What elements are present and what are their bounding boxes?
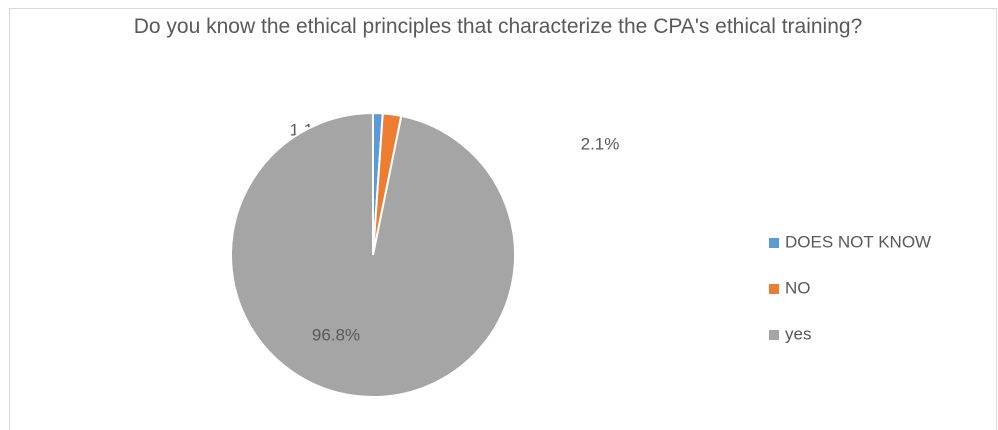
legend-label: yes — [785, 324, 811, 343]
legend-swatch — [769, 238, 779, 248]
data-label: 96.8% — [312, 325, 360, 344]
legend-label: DOES NOT KNOW — [785, 232, 931, 251]
legend-swatch — [769, 330, 779, 340]
legend-swatch — [769, 284, 779, 294]
legend-label: NO — [785, 278, 811, 297]
chart-frame — [9, 8, 997, 430]
data-label: 2.1% — [581, 134, 620, 153]
pie-slice — [230, 111, 516, 398]
chart-title: Do you know the ethical principles that … — [133, 15, 863, 38]
